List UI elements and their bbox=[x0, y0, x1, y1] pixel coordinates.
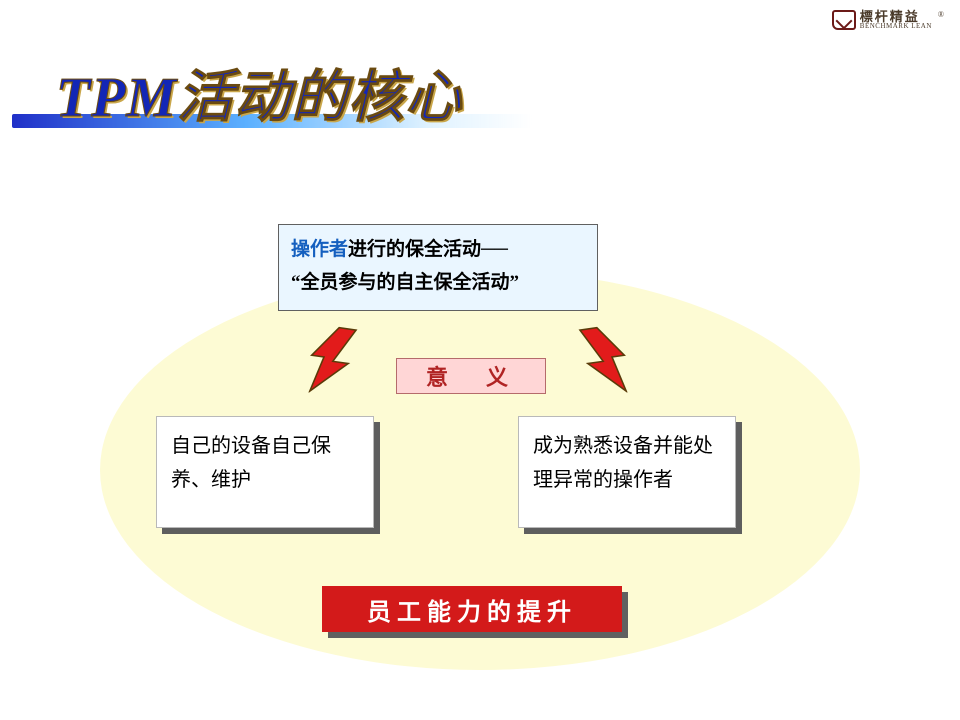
slide-title: TPM活动的核心 bbox=[12, 70, 652, 126]
logo-registered: ® bbox=[938, 10, 944, 19]
bottom-banner: 员工能力的提升 bbox=[322, 586, 622, 632]
meaning-label-text: 意 义 bbox=[426, 360, 516, 392]
logo-mark-icon bbox=[832, 10, 856, 30]
top-definition-box: 操作者进行的保全活动── “全员参与的自主保全活动” bbox=[278, 224, 598, 311]
slide: 標杆精益 BENCHMARK LEAN ® TPM活动的核心 操作者进行的保全活… bbox=[0, 0, 960, 720]
brand-logo: 標杆精益 BENCHMARK LEAN ® bbox=[832, 10, 944, 30]
logo-en: BENCHMARK LEAN bbox=[860, 23, 932, 30]
arrow-left-icon bbox=[292, 321, 381, 401]
topbox-line2: “全员参与的自主保全活动” bbox=[291, 266, 585, 299]
meaning-box-right-text: 成为熟悉设备并能处理异常的操作者 bbox=[518, 416, 736, 528]
meaning-box-left: 自己的设备自己保养、维护 bbox=[156, 416, 374, 528]
topbox-line1: 操作者进行的保全活动── bbox=[291, 233, 585, 266]
topbox-accent: 操作者 bbox=[291, 239, 348, 260]
meaning-box-left-text: 自己的设备自己保养、维护 bbox=[156, 416, 374, 528]
topbox-rest: 进行的保全活动── bbox=[348, 239, 508, 260]
title-text: TPM活动的核心 bbox=[12, 70, 652, 126]
arrow-right-icon bbox=[556, 321, 645, 401]
meaning-label: 意 义 bbox=[396, 358, 546, 394]
logo-text: 標杆精益 BENCHMARK LEAN bbox=[860, 10, 932, 30]
banner-text: 员工能力的提升 bbox=[322, 586, 622, 632]
meaning-box-right: 成为熟悉设备并能处理异常的操作者 bbox=[518, 416, 736, 528]
